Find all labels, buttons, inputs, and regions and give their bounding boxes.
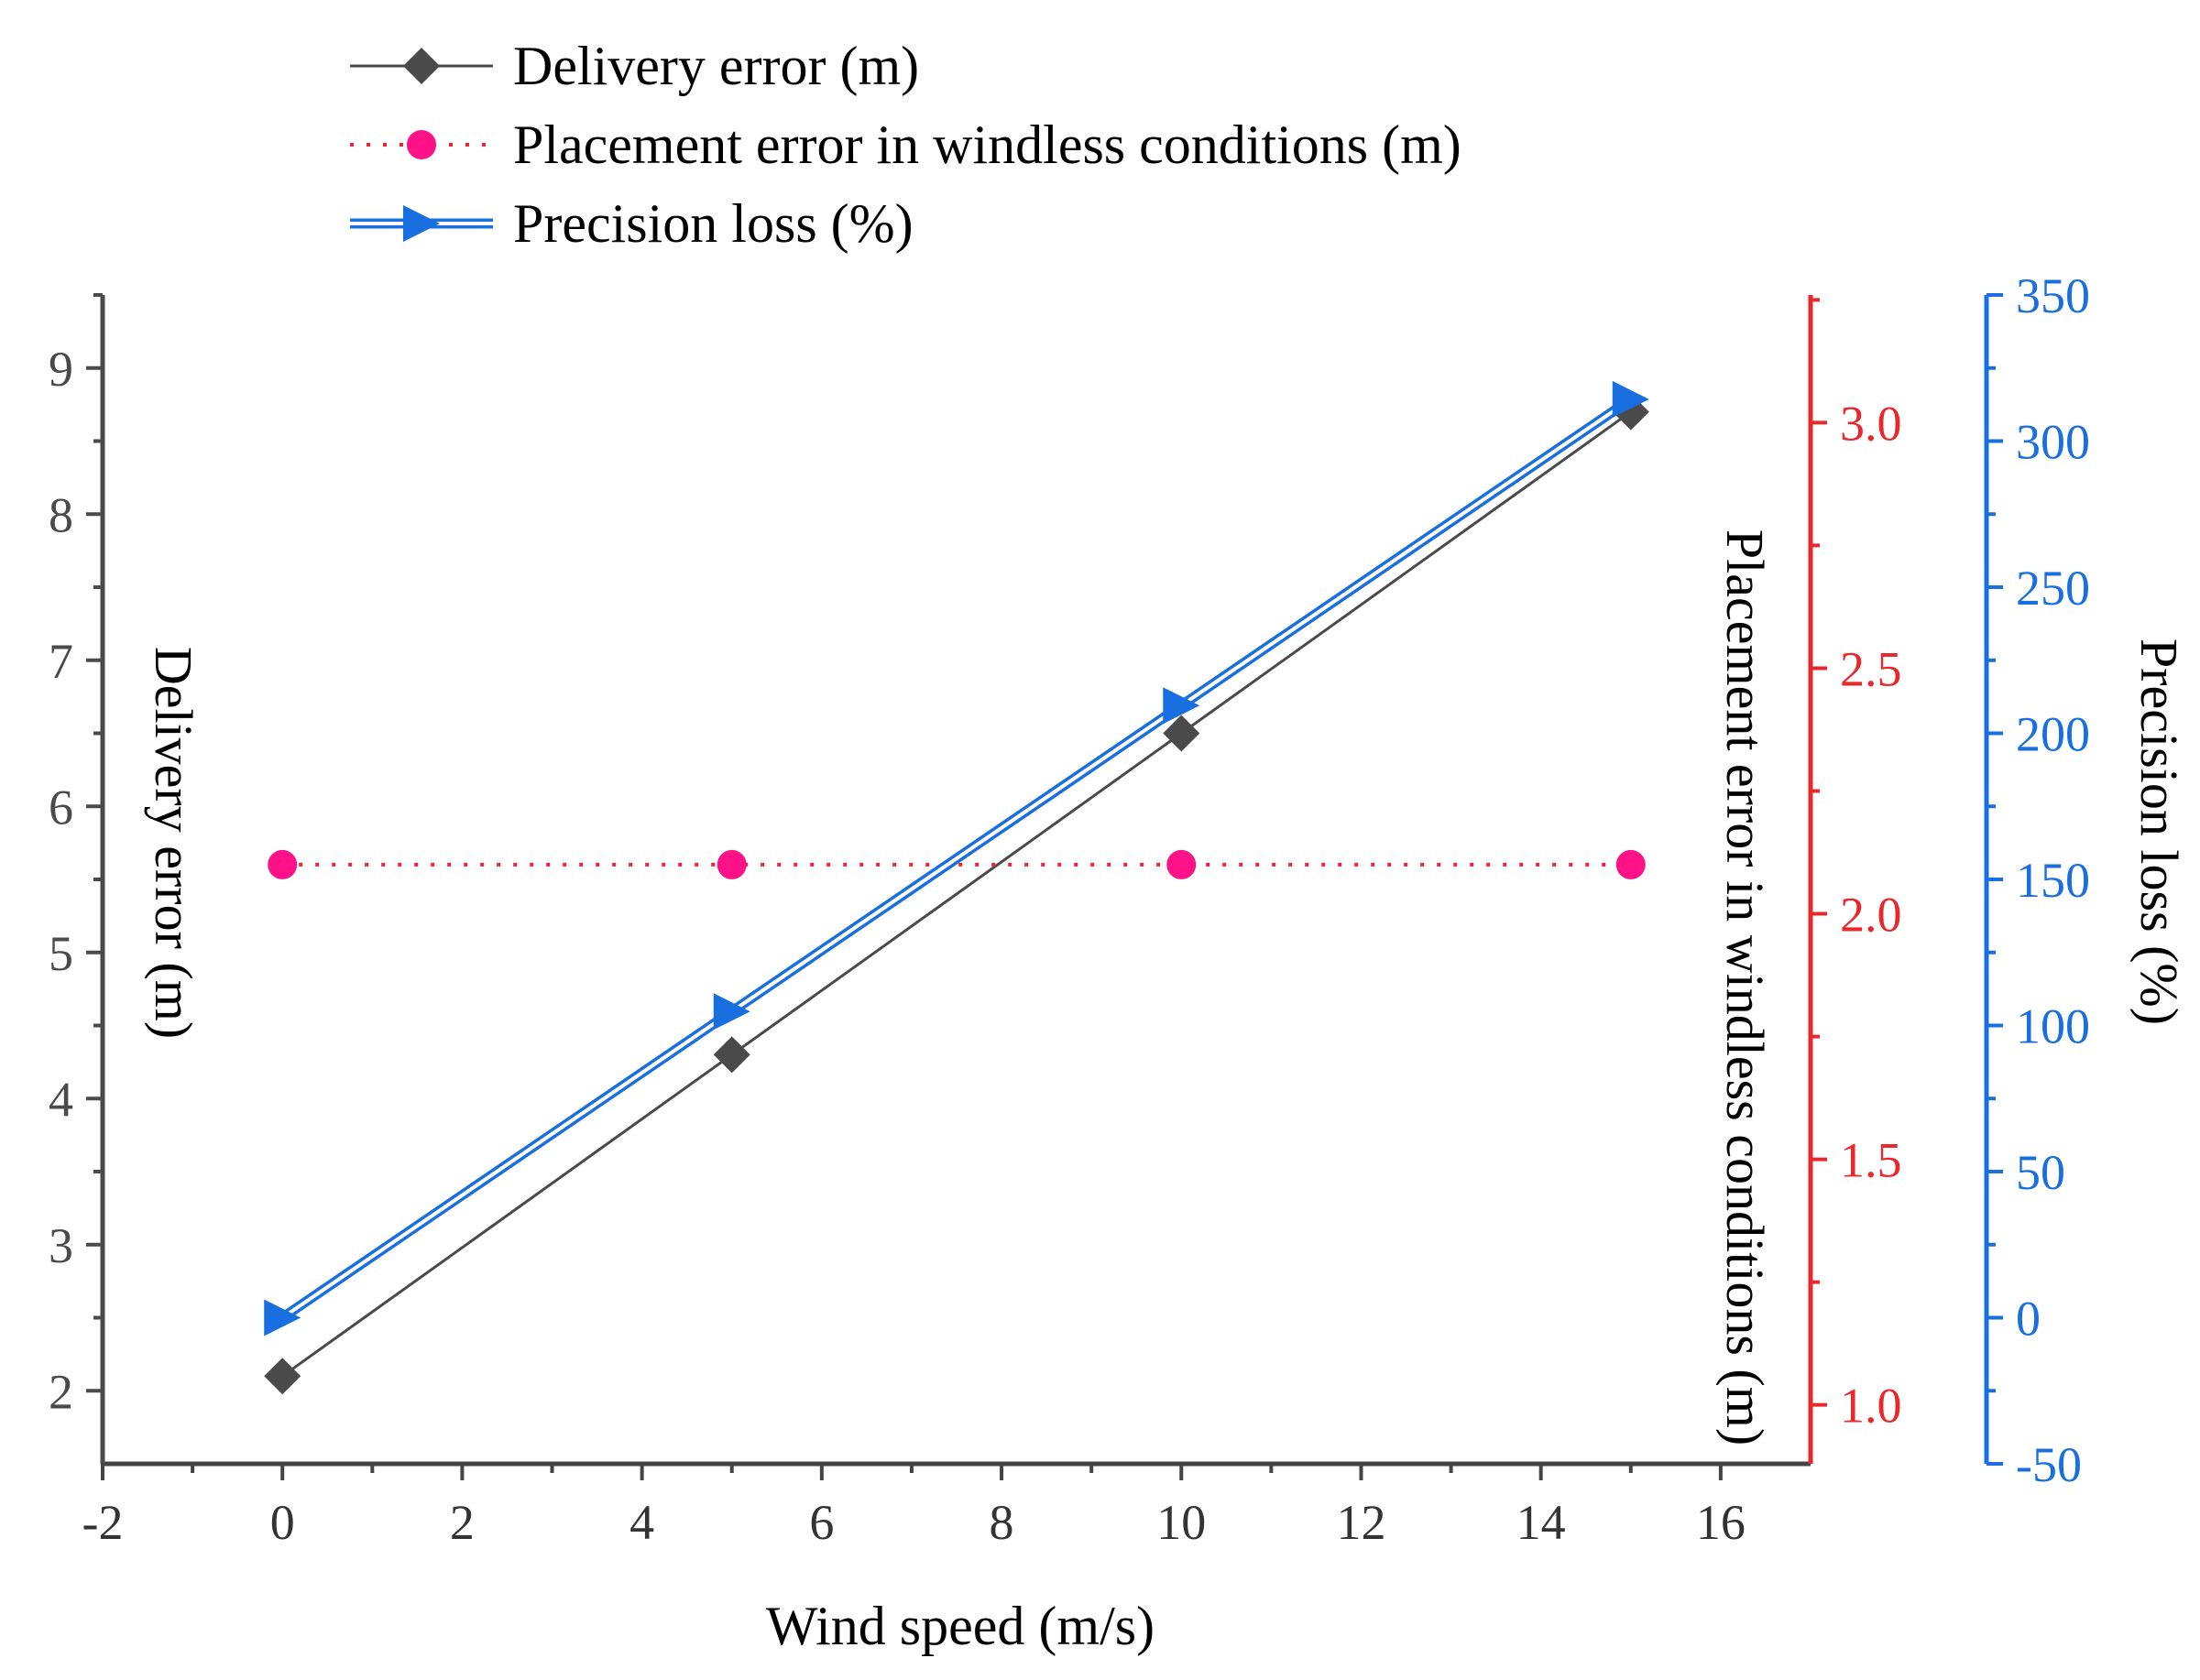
left-tick-label: 7 xyxy=(49,634,73,689)
placement-error-y-axis: 1.0 1.5 2.0 2.5 3.0 xyxy=(1808,295,1902,1464)
placement-error-axis-label: Placement error in windless conditions (… xyxy=(1715,529,1775,1445)
precision-loss-axis-label: Precision loss (%) xyxy=(2129,638,2189,1025)
left-tick-label: 4 xyxy=(49,1072,73,1127)
precision-loss-point xyxy=(264,1299,301,1336)
delivery-error-point xyxy=(264,1358,301,1395)
legend-label: Placement error in windless conditions (… xyxy=(513,115,1461,175)
precision-loss-series xyxy=(264,380,1649,1336)
right1-tick-label: 1.5 xyxy=(1840,1133,1902,1188)
placement-error-point xyxy=(717,849,747,879)
legend: Delivery error (m) Placement error in win… xyxy=(350,36,1461,254)
right2-tick-label: 150 xyxy=(2016,853,2090,908)
left-y-axis: 2 3 4 5 6 7 8 9 xyxy=(49,293,105,1464)
right1-tick-label: 1.0 xyxy=(1840,1379,1902,1434)
right2-tick-label: 350 xyxy=(2016,268,2090,323)
legend-label: Precision loss (%) xyxy=(513,193,914,254)
placement-error-point xyxy=(1615,849,1646,879)
left-tick-label: 6 xyxy=(49,780,73,835)
x-tick-label: 4 xyxy=(629,1495,654,1550)
right2-tick-label: -50 xyxy=(2016,1437,2082,1492)
legend-entry-delivery-error: Delivery error (m) xyxy=(350,36,919,96)
left-tick-label: 8 xyxy=(49,487,73,542)
delivery-error-line xyxy=(281,410,1632,1378)
x-tick-label: -2 xyxy=(82,1495,124,1550)
legend-label: Delivery error (m) xyxy=(513,36,919,96)
right1-tick-label: 2.5 xyxy=(1840,641,1902,696)
precision-loss-line xyxy=(279,395,1634,1323)
precision-loss-point xyxy=(1612,380,1649,418)
x-tick-label: 2 xyxy=(450,1495,475,1550)
x-axis-label: Wind speed (m/s) xyxy=(766,1596,1155,1656)
placement-error-point xyxy=(268,849,298,879)
left-y-axis-label: Delivery error (m) xyxy=(144,647,203,1039)
placement-error-point xyxy=(1166,849,1197,879)
legend-entry-placement-error: Placement error in windless conditions (… xyxy=(350,115,1461,175)
left-tick-label: 9 xyxy=(49,342,73,397)
delivery-error-point xyxy=(1163,715,1200,752)
left-tick-label: 2 xyxy=(49,1364,73,1419)
right2-tick-label: 50 xyxy=(2016,1145,2065,1200)
x-tick-label: 12 xyxy=(1336,1495,1385,1550)
x-tick-label: 16 xyxy=(1696,1495,1746,1550)
legend-entry-precision-loss: Precision loss (%) xyxy=(350,193,914,254)
x-tick-label: 10 xyxy=(1156,1495,1206,1550)
placement-error-series xyxy=(268,849,1646,879)
right2-tick-label: 300 xyxy=(2016,415,2090,470)
precision-loss-y-axis: -50 0 50 100 150 200 250 300 350 xyxy=(1984,268,2090,1492)
precision-loss-point xyxy=(713,993,750,1031)
left-tick-label: 5 xyxy=(49,926,73,981)
left-tick-label: 3 xyxy=(49,1218,73,1273)
legend-swatch-marker xyxy=(407,130,436,159)
right2-tick-label: 250 xyxy=(2016,561,2090,616)
right1-tick-label: 2.0 xyxy=(1840,888,1902,943)
plot-series xyxy=(264,380,1649,1395)
right2-tick-label: 100 xyxy=(2016,999,2090,1054)
legend-swatch-marker xyxy=(403,48,440,84)
precision-loss-line-inner xyxy=(281,398,1632,1320)
x-tick-label: 14 xyxy=(1516,1495,1566,1550)
right1-tick-label: 3.0 xyxy=(1840,396,1902,451)
x-tick-label: 8 xyxy=(990,1495,1014,1550)
x-axis: -2 0 2 4 6 8 10 12 14 16 xyxy=(82,1461,1811,1550)
legend-swatch-marker xyxy=(403,205,440,242)
delivery-error-point xyxy=(713,1036,750,1074)
delivery-error-series xyxy=(264,393,1649,1395)
x-tick-label: 0 xyxy=(270,1495,295,1550)
right2-tick-label: 0 xyxy=(2016,1292,2041,1347)
right2-tick-label: 200 xyxy=(2016,707,2090,762)
x-tick-label: 6 xyxy=(809,1495,834,1550)
precision-loss-point xyxy=(1163,687,1200,725)
